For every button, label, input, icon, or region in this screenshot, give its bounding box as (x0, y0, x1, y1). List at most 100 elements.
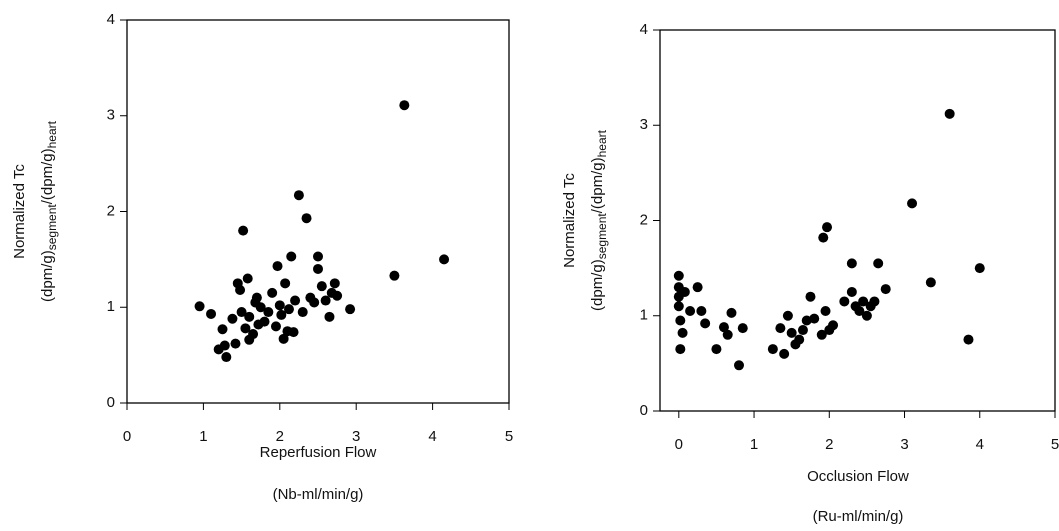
y-axis-label-part: /(dpm/g) (589, 157, 606, 213)
y-tick-label: 3 (640, 116, 648, 133)
point (700, 318, 711, 329)
point (718, 322, 729, 333)
point (219, 340, 230, 351)
point (737, 323, 748, 334)
point (320, 295, 331, 306)
point (818, 232, 829, 243)
point (822, 222, 833, 233)
point (283, 304, 294, 315)
point (235, 285, 246, 296)
point (301, 213, 312, 224)
point (274, 300, 285, 311)
point (673, 301, 684, 312)
y-axis-label-part: (dpm/g) (589, 259, 606, 311)
point (238, 225, 249, 236)
plot-frame (126, 19, 510, 404)
point (869, 296, 880, 307)
scatter-plot: 0 1 2 3 4 0 1 2 3 4 5 Reperfusion Flow (Nb-ml/min/g)… (11, 11, 513, 503)
point (439, 254, 450, 265)
point (221, 352, 232, 363)
point (345, 304, 356, 315)
point (230, 338, 241, 349)
point (399, 100, 410, 111)
point (677, 327, 688, 338)
point (734, 360, 744, 371)
point (313, 263, 323, 274)
point (782, 310, 793, 321)
point (809, 313, 820, 324)
y-tick-label: 4 (107, 11, 115, 28)
plot-frame (659, 29, 1056, 412)
y-tick-label: 0 (640, 402, 648, 419)
point (316, 281, 327, 292)
y-tick-label: 2 (640, 211, 648, 228)
point (280, 278, 291, 289)
point (675, 344, 686, 355)
point (324, 311, 335, 322)
y-axis-label-part: segment (595, 213, 609, 260)
y-tick-label: 2 (107, 202, 115, 219)
y-axis-label: (dpm/g)segment/(dpm/g)heart (39, 120, 59, 302)
point (828, 320, 839, 331)
point (974, 263, 985, 274)
x-tick-label: 1 (750, 436, 758, 453)
point (288, 327, 299, 338)
x-axis-label: Occlusion Flow (807, 468, 909, 485)
point (278, 333, 289, 344)
point (227, 313, 238, 324)
x-tick-label: 1 (199, 428, 207, 445)
point (236, 307, 247, 318)
x-axis-label: (Ru-ml/min/g) (813, 508, 904, 525)
point (206, 308, 217, 319)
point (313, 251, 323, 262)
point (816, 329, 827, 340)
y-axis-label-part: heart (45, 120, 59, 148)
y-axis-label: (dpm/g)segment/(dpm/g)heart (589, 129, 609, 311)
point (846, 258, 857, 269)
x-tick-label: 2 (825, 436, 833, 453)
point (297, 307, 308, 318)
point (270, 321, 281, 332)
y-axis-label: Normalized Tc (11, 164, 28, 259)
point (332, 290, 343, 301)
point (255, 302, 266, 313)
point (711, 344, 722, 355)
point (722, 329, 733, 340)
point (925, 277, 936, 288)
point (329, 278, 340, 289)
y-tick-label: 3 (107, 107, 115, 124)
x-axis-label: (Nb-ml/min/g) (273, 486, 364, 503)
point (217, 324, 228, 335)
point (839, 296, 850, 307)
point (880, 284, 891, 295)
point (251, 292, 262, 303)
y-axis-label-part: (dpm/g) (39, 250, 56, 302)
point (775, 323, 786, 334)
point (286, 251, 297, 262)
point (944, 108, 955, 119)
point (675, 315, 686, 326)
y-tick-label: 0 (107, 394, 115, 411)
point (820, 305, 831, 316)
x-tick-label: 0 (675, 436, 683, 453)
point (389, 270, 400, 281)
point (801, 315, 812, 326)
point (679, 286, 690, 297)
point (786, 327, 797, 338)
point (963, 334, 974, 345)
point (726, 307, 737, 318)
point (692, 282, 703, 293)
y-tick-label: 4 (640, 21, 648, 38)
point (685, 305, 696, 316)
point (873, 258, 884, 269)
x-tick-label: 5 (505, 428, 513, 445)
point (779, 348, 790, 359)
point (309, 297, 320, 308)
point (240, 323, 251, 334)
point (696, 305, 707, 316)
x-tick-label: 0 (123, 428, 131, 445)
point (267, 287, 278, 298)
x-tick-label: 4 (976, 436, 984, 453)
point (907, 198, 918, 209)
point (244, 311, 255, 322)
